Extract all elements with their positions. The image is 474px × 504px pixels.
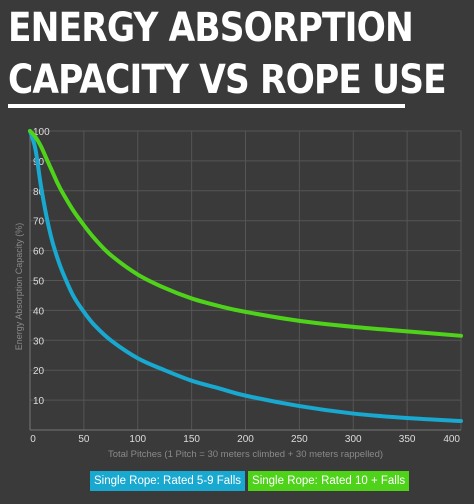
x-tick-label: 150 bbox=[183, 434, 200, 445]
x-tick-label: 0 bbox=[30, 434, 36, 445]
y-tick-label: 60 bbox=[33, 247, 45, 258]
x-tick-label: 200 bbox=[237, 434, 254, 445]
chart-title-line-1: ENERGY ABSORPTION bbox=[8, 5, 414, 51]
x-tick-label: 350 bbox=[399, 434, 416, 445]
chart-title-line-2: CAPACITY VS ROPE USE bbox=[8, 57, 447, 103]
y-tick-label: 10 bbox=[33, 396, 45, 407]
series-line-1 bbox=[28, 129, 463, 338]
series-line-0 bbox=[28, 129, 463, 424]
x-axis-title: Total Pitches (1 Pitch = 30 meters climb… bbox=[108, 449, 383, 460]
y-axis-title: Energy Absorption Capacity (%) bbox=[14, 223, 24, 351]
y-tick-label: 20 bbox=[33, 366, 45, 377]
x-tick-label: 50 bbox=[78, 434, 90, 445]
y-tick-label: 40 bbox=[33, 306, 45, 317]
x-tick-label: 100 bbox=[129, 434, 146, 445]
title-underline bbox=[8, 104, 405, 108]
x-tick-label: 400 bbox=[443, 434, 460, 445]
y-tick-label: 100 bbox=[33, 127, 50, 138]
legend-item-0: Single Rope: Rated 5-9 Falls bbox=[90, 471, 246, 491]
y-tick-label: 80 bbox=[33, 187, 45, 198]
y-tick-label: 70 bbox=[33, 217, 45, 228]
x-tick-label: 300 bbox=[345, 434, 362, 445]
legend-item-1: Single Rope: Rated 10 + Falls bbox=[248, 471, 410, 491]
chart-title: ENERGY ABSORPTION CAPACITY VS ROPE USE bbox=[8, 2, 466, 106]
x-tick-label: 250 bbox=[291, 434, 308, 445]
y-tick-label: 50 bbox=[33, 277, 45, 288]
y-tick-label: 30 bbox=[33, 336, 45, 347]
chart-legend: Single Rope: Rated 5-9 Falls Single Rope:… bbox=[90, 471, 410, 491]
